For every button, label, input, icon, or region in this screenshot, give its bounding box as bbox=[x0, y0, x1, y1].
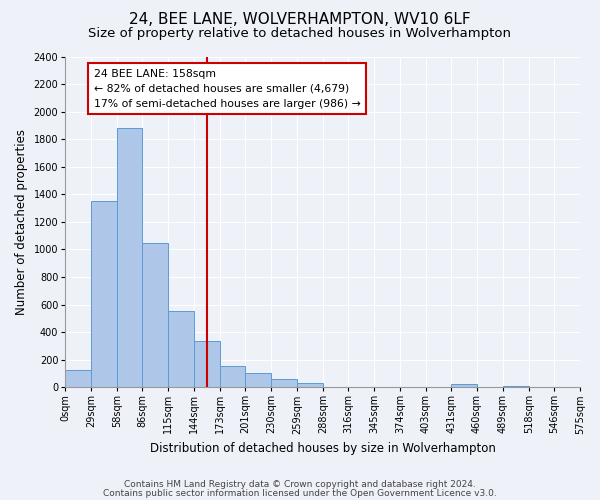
Y-axis label: Number of detached properties: Number of detached properties bbox=[15, 129, 28, 315]
Bar bbox=[503, 386, 529, 387]
Bar bbox=[91, 201, 117, 387]
Bar bbox=[117, 128, 142, 387]
Text: Contains public sector information licensed under the Open Government Licence v3: Contains public sector information licen… bbox=[103, 489, 497, 498]
Text: 24 BEE LANE: 158sqm
← 82% of detached houses are smaller (4,679)
17% of semi-det: 24 BEE LANE: 158sqm ← 82% of detached ho… bbox=[94, 69, 361, 108]
Bar bbox=[451, 384, 477, 387]
Bar bbox=[245, 373, 271, 387]
Text: Size of property relative to detached houses in Wolverhampton: Size of property relative to detached ho… bbox=[89, 28, 511, 40]
Bar bbox=[65, 370, 91, 387]
X-axis label: Distribution of detached houses by size in Wolverhampton: Distribution of detached houses by size … bbox=[149, 442, 496, 455]
Text: 24, BEE LANE, WOLVERHAMPTON, WV10 6LF: 24, BEE LANE, WOLVERHAMPTON, WV10 6LF bbox=[129, 12, 471, 28]
Bar bbox=[194, 341, 220, 387]
Text: Contains HM Land Registry data © Crown copyright and database right 2024.: Contains HM Land Registry data © Crown c… bbox=[124, 480, 476, 489]
Bar bbox=[220, 366, 245, 387]
Bar bbox=[168, 312, 194, 387]
Bar bbox=[271, 379, 297, 387]
Bar bbox=[297, 383, 323, 387]
Bar bbox=[142, 242, 168, 387]
